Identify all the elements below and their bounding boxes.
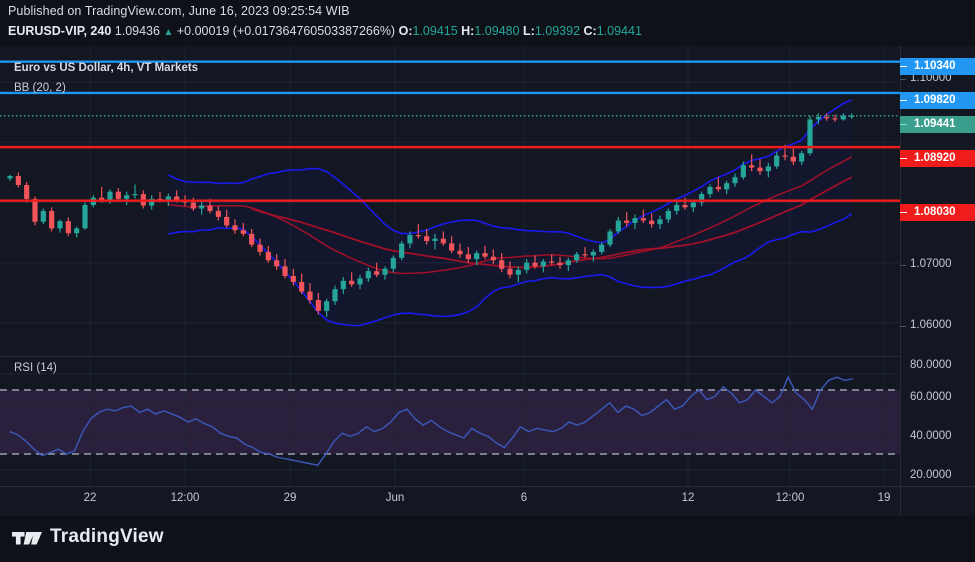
- tradingview-logo: TradingView: [12, 526, 164, 548]
- high-label: H:: [461, 24, 475, 38]
- price-pane[interactable]: [0, 46, 900, 356]
- price-axis-tick: 1.10000: [910, 72, 952, 84]
- quote-line: EURUSD-VIP, 240 1.09436 ▲ +0.00019 (+0.0…: [8, 24, 642, 38]
- high-value: 1.09480: [474, 24, 520, 38]
- badge-pointer-icon: [900, 124, 907, 125]
- time-axis[interactable]: 22 12:00 29 Jun 6 12 12:00 19: [0, 486, 900, 516]
- price-line-badge[interactable]: 1.10340: [900, 58, 975, 75]
- pane-divider: [0, 356, 900, 357]
- axis-tick-mark: [900, 326, 906, 327]
- axis-tick-mark: [900, 79, 906, 80]
- time-axis-tick: 22: [83, 492, 97, 504]
- symbol-label[interactable]: EURUSD-VIP, 240: [8, 24, 112, 38]
- tradingview-logo-icon: [12, 532, 42, 545]
- footer: TradingView: [0, 516, 975, 562]
- change-value: +0.00019 (+0.017364760503387266%): [176, 24, 396, 38]
- badge-pointer-icon: [900, 158, 907, 159]
- axis-tick-mark: [900, 265, 906, 266]
- time-axis-tick: 29: [283, 492, 297, 504]
- time-axis-tick: 12:00: [775, 492, 805, 504]
- last-price: 1.09436: [114, 24, 160, 38]
- open-value: 1.09415: [412, 24, 458, 38]
- time-axis-tick: 12:00: [170, 492, 200, 504]
- triangle-up-icon: ▲: [163, 27, 174, 38]
- rsi-axis-tick: 80.0000: [910, 359, 952, 371]
- price-axis[interactable]: 1.10000 1.07000 1.06000 80.0000 60.0000 40.00…: [900, 46, 975, 486]
- badge-pointer-icon: [900, 66, 907, 67]
- time-axis-tick: 19: [877, 492, 891, 504]
- badge-pointer-icon: [900, 212, 907, 213]
- rsi-axis-tick: 40.0000: [910, 430, 952, 442]
- price-axis-tick: 1.07000: [910, 258, 952, 270]
- price-axis-divider: [900, 46, 901, 516]
- price-line-badge[interactable]: 1.08920: [900, 150, 975, 167]
- rsi-axis-tick: 20.0000: [910, 469, 952, 481]
- rsi-axis-tick: 60.0000: [910, 391, 952, 403]
- time-axis-tick: 12: [681, 492, 695, 504]
- price-axis-tick: 1.06000: [910, 319, 952, 331]
- rsi-pane[interactable]: [0, 358, 900, 486]
- chart-container[interactable]: Euro vs US Dollar, 4h, VT Markets BB (20…: [0, 46, 975, 516]
- open-label: O:: [398, 24, 413, 38]
- price-line-badge[interactable]: 1.08030: [900, 204, 975, 221]
- time-axis-tick: 6: [520, 492, 528, 504]
- close-value: 1.09441: [596, 24, 642, 38]
- published-line: Published on TradingView.com, June 16, 2…: [8, 4, 350, 18]
- low-value: 1.09392: [534, 24, 581, 38]
- price-line-badge[interactable]: 1.09820: [900, 92, 975, 109]
- time-axis-tick: Jun: [385, 492, 405, 504]
- last-price-badge[interactable]: 1.09441: [900, 116, 975, 133]
- close-label: C:: [583, 24, 597, 38]
- time-axis-divider: [0, 486, 975, 487]
- low-label: L:: [523, 24, 535, 38]
- badge-pointer-icon: [900, 100, 907, 101]
- tradingview-wordmark: TradingView: [50, 526, 164, 547]
